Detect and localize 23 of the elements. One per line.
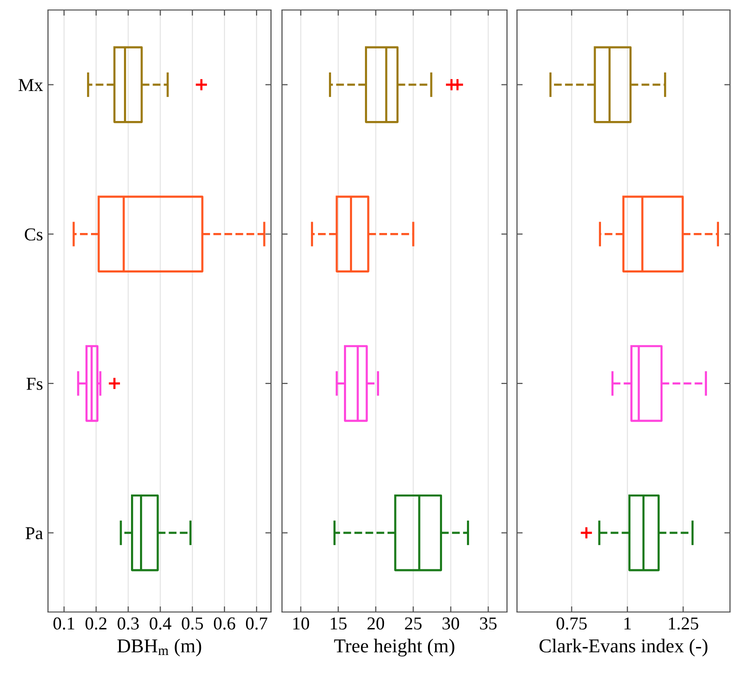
x-tick-label: 0.6 (214, 617, 236, 630)
x-axis-title: DBH$_{m}$ (m) (117, 638, 202, 656)
x-tick-label: 0.5 (182, 617, 203, 630)
x-tick-label: 0.7 (246, 617, 268, 630)
x-tick-label: 0.3 (118, 617, 139, 630)
x-tick-label: 0.1 (53, 617, 74, 630)
y-tick-label: Pa (26, 527, 43, 540)
x-tick-label: 35 (480, 617, 497, 630)
x-tick-label: 1 (624, 617, 631, 630)
x-axis-title: Clark-Evans index (-) (540, 638, 708, 656)
x-tick-label: 1.25 (668, 617, 698, 630)
x-tick-label: 25 (405, 617, 422, 630)
x-tick-label: 0.75 (556, 617, 587, 630)
x-axis-title: Tree height (m) (334, 638, 454, 656)
y-tick-label: Cs (24, 228, 42, 241)
x-tick-label: 20 (368, 617, 384, 630)
y-tick-label: Fs (26, 378, 42, 390)
x-tick-label: 30 (442, 617, 460, 630)
x-tick-label: 0.2 (86, 617, 106, 630)
x-tick-label: 15 (330, 617, 347, 630)
y-tick-label: Mx (18, 79, 43, 91)
x-tick-label: 10 (293, 617, 310, 630)
x-tick-label: 0.4 (150, 617, 172, 630)
